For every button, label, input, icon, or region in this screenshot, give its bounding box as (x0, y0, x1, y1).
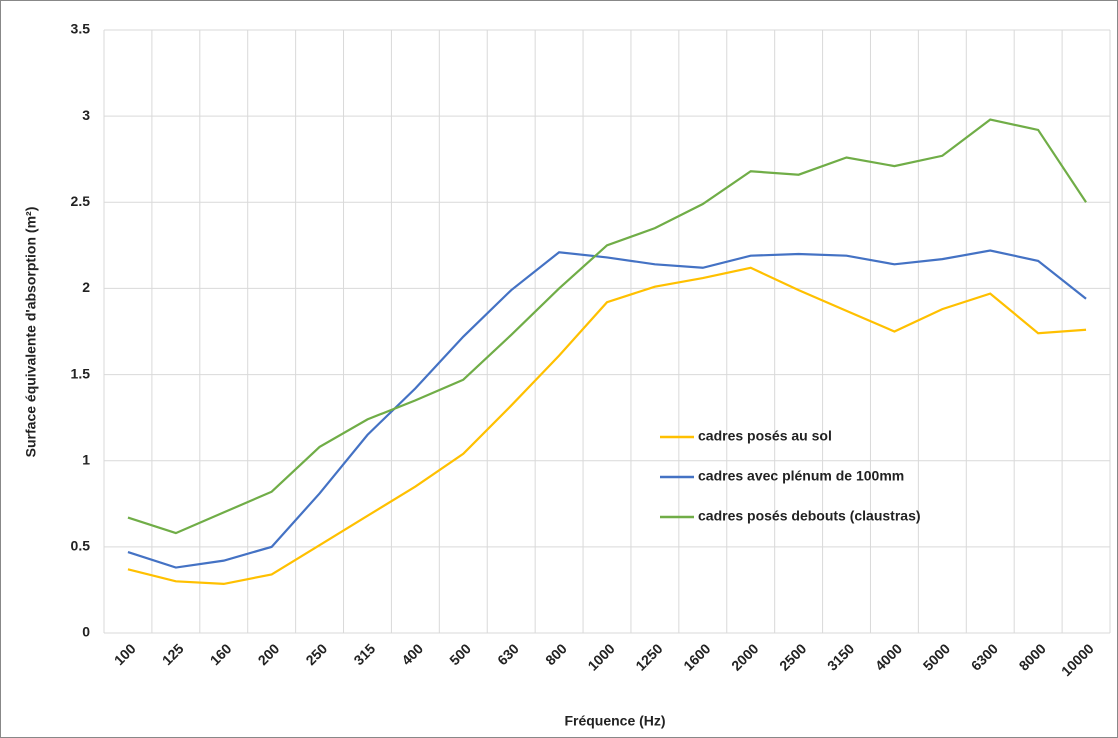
x-tick-label: 2000 (728, 640, 761, 673)
y-tick-label: 3.5 (71, 21, 91, 37)
legend-label: cadres avec plénum de 100mm (698, 468, 904, 484)
series-line (127, 249, 1087, 569)
series-line (127, 118, 1087, 535)
x-tick-label: 160 (207, 640, 235, 668)
x-tick-label: 400 (398, 640, 426, 668)
x-tick-label: 630 (494, 640, 522, 668)
x-tick-label: 125 (159, 640, 187, 668)
x-tick-label: 1250 (632, 640, 665, 673)
x-tick-label: 4000 (872, 640, 905, 673)
x-tick-label: 1000 (584, 640, 617, 673)
x-tick-label: 500 (446, 640, 474, 668)
y-tick-label: 1.5 (71, 365, 91, 381)
x-tick-label: 8000 (1016, 640, 1049, 673)
x-tick-label: 6300 (968, 640, 1001, 673)
x-tick-label: 800 (542, 640, 570, 668)
y-tick-label: 3 (82, 107, 90, 123)
legend-label: cadres posés debouts (claustras) (698, 508, 921, 524)
x-tick-label: 200 (255, 640, 283, 668)
y-tick-label: 0 (82, 624, 90, 640)
x-tick-label: 10000 (1058, 640, 1097, 679)
x-tick-label: 315 (350, 640, 378, 668)
x-tick-label: 3150 (824, 640, 857, 673)
legend-label: cadres posés au sol (698, 428, 832, 444)
y-tick-label: 2.5 (71, 193, 91, 209)
x-tick-label: 2500 (776, 640, 809, 673)
x-axis-title: Fréquence (Hz) (564, 713, 665, 729)
x-tick-label: 1600 (680, 640, 713, 673)
y-tick-label: 1 (82, 451, 90, 467)
y-axis-title: Surface équivalente d'absorption (m²) (23, 207, 39, 458)
series-line (127, 266, 1087, 586)
x-tick-label: 100 (111, 640, 139, 668)
x-tick-label: 5000 (920, 640, 953, 673)
y-tick-label: 2 (82, 279, 90, 295)
y-tick-label: 0.5 (71, 538, 91, 554)
x-tick-label: 250 (302, 640, 330, 668)
